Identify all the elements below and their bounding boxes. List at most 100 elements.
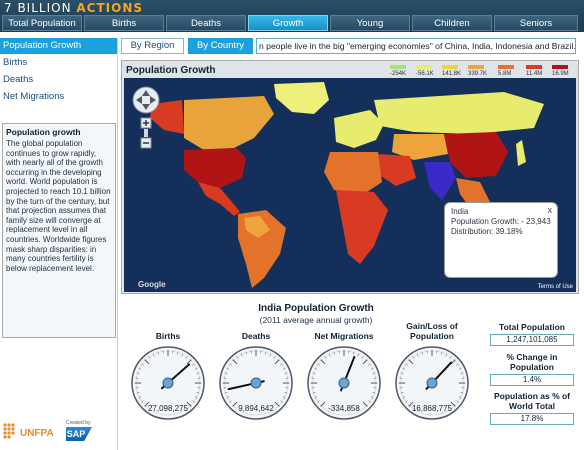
sidebar-nav: Population Growth Births Deaths Net Migr… [0,38,117,105]
region-usa[interactable] [184,148,246,188]
info-title: Population growth [6,127,81,137]
legend-label: 339.7K [468,71,488,77]
tab-births[interactable]: Births [84,15,164,31]
gauge-tick [372,392,376,394]
gauge-tick [421,351,423,355]
gauge-tick [192,363,195,366]
tab-deaths[interactable]: Deaths [166,15,246,31]
gauge-tick [280,363,283,366]
gauge-tick [274,359,280,365]
gauge-tick [456,363,459,366]
gauge-tick [284,372,288,374]
region-se-asia[interactable] [456,178,490,208]
gauge-tick [449,356,452,359]
sidebar-item-population-growth[interactable]: Population Growth [0,38,117,54]
region-andes[interactable] [244,216,270,238]
stat-label-pct-world: Population as % of World Total [493,391,571,411]
legend-swatch [468,65,484,69]
gauge-tick [416,353,419,357]
gauge-tick [269,353,272,357]
gauge-tick [458,367,462,370]
gauge-tick [152,353,155,357]
gauge-tick [402,367,406,370]
sidebar-item-births[interactable]: Births [3,57,28,68]
gauge-tick [226,396,230,399]
legend-label: 5.8M [498,71,512,77]
gauge-hub [162,377,174,389]
gauge-value-births: 27,098,275 [147,404,189,413]
tab-young[interactable]: Young [330,15,410,31]
legend-label: -254K [390,71,407,77]
gauge-tick [372,372,376,374]
stat-value-total-population: 1,247,101,085 [490,334,574,346]
gauge-tick [240,353,243,357]
gauge-gain-loss [395,346,469,420]
region-canada[interactable] [184,96,274,150]
by-region-button[interactable]: By Region [121,38,184,54]
sidebar-item-net-migrations[interactable]: Net Migrations [3,91,65,102]
gauge-hub [426,377,438,389]
popup-country: India [451,207,469,216]
gauge-tick [362,401,368,407]
created-by-label: Created by [66,420,91,426]
gauge-tick [441,351,443,355]
gauge-tick [314,396,318,399]
gauge-tick [368,363,371,366]
stat-value-pct-change: 1.4% [490,374,574,386]
tab-children[interactable]: Children [412,15,492,31]
gauge-tick [181,353,184,357]
legend-label: 141.8K [442,71,462,77]
unfpa-logo-icon [3,423,15,439]
gauge-tick [456,400,459,403]
gauge-tick [196,392,200,394]
by-country-button[interactable]: By Country [188,38,253,54]
region-japan[interactable] [516,140,526,166]
gauge-label-deaths: Deaths [241,331,271,341]
map-pan-zoom-control[interactable] [128,82,164,152]
gauge-tick [232,359,238,365]
region-india[interactable] [424,162,456,200]
gauge-tick [333,351,335,355]
gauge-tick [136,372,140,374]
gauge-tick [177,351,179,355]
gauge-births [131,346,205,420]
region-sub-saharan-africa[interactable] [336,190,388,264]
stat-label-pct-change: % Change in Population [506,352,558,372]
terms-of-use-link[interactable]: Terms of Use [537,284,573,290]
summary-subtitle: (2011 average annual growth) [259,315,373,325]
legend-swatch [526,65,542,69]
popup-distribution: Distribution: 39.18% [451,227,523,236]
gauge-label-net-migrations: Net Migrations [314,331,374,341]
gauge-tick [265,351,267,355]
region-europe[interactable] [334,110,384,148]
gauge-deaths [219,346,293,420]
legend-swatch [498,65,514,69]
gauge-tick [282,367,286,370]
gauge-tick [368,400,371,403]
region-middle-east[interactable] [376,154,416,186]
region-greenland[interactable] [274,82,329,114]
region-russia[interactable] [374,92,544,134]
close-icon[interactable]: x [547,205,553,215]
info-box: Population growth The global population … [2,123,116,338]
tab-growth[interactable]: Growth [248,15,328,31]
gauge-tick [144,401,150,407]
gauge-tick [284,392,288,394]
gauge-value-gain-loss: 16,868,775 [411,404,453,413]
tab-seniors[interactable]: Seniors [494,15,578,31]
sidebar-item-deaths[interactable]: Deaths [3,74,34,85]
region-north-africa[interactable] [324,152,382,194]
gauge-tick [324,356,327,359]
gauge-tick [273,356,276,359]
world-map[interactable]: x India Population Growth: - 23,943 Dist… [124,78,576,292]
summary-title: India Population Growth [258,303,374,314]
gauge-hub [338,377,350,389]
region-alaska[interactable] [150,100,184,134]
gauge-tick [141,363,144,366]
pan-down-icon [142,104,150,110]
tab-total-population[interactable]: Total Population [2,15,82,31]
region-mexico[interactable] [198,182,240,216]
region-china[interactable] [444,132,508,178]
region-central-asia[interactable] [392,134,448,160]
gauge-tick [185,356,188,359]
